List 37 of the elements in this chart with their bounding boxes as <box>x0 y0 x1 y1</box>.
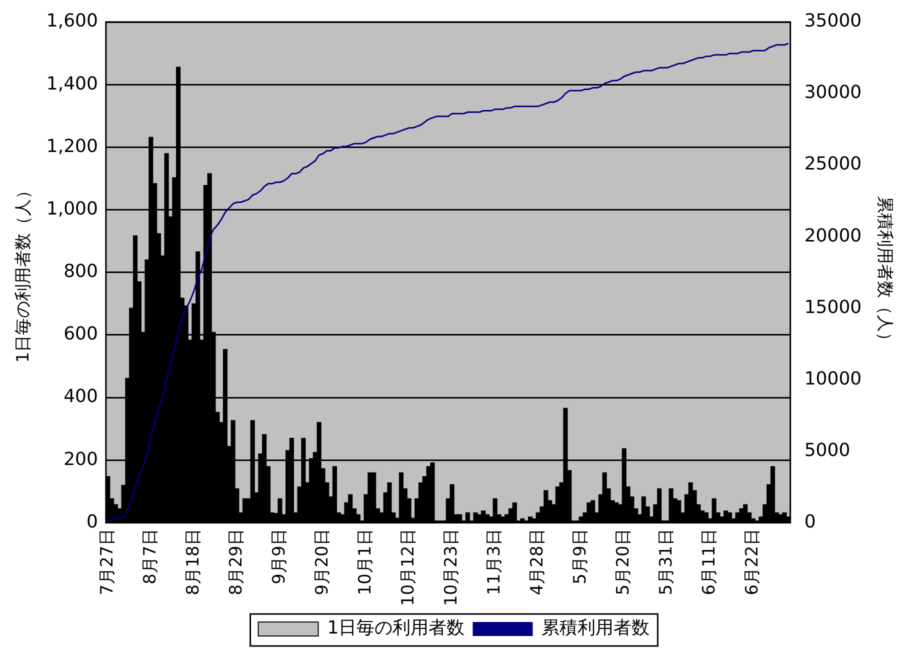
y2-tick-label: 35000 <box>804 10 862 32</box>
x-tick-label: 8月7日 <box>140 528 160 584</box>
y-tick-label: 1,200 <box>46 136 98 157</box>
x-tick-label: 6月11日 <box>700 528 720 596</box>
x-tick-label: 5月20日 <box>614 528 634 596</box>
y2-tick-label: 0 <box>804 511 816 532</box>
y-tick-label: 200 <box>64 448 98 470</box>
x-tick-label: 8月29日 <box>226 528 246 596</box>
y-tick-label: 800 <box>64 261 98 282</box>
y-tick-label: 1,000 <box>46 198 98 220</box>
x-tick-label: 10月1日 <box>355 528 376 596</box>
legend-label: 累積利用者数 <box>542 618 650 639</box>
y2-tick-label: 20000 <box>804 225 862 246</box>
x-tick-label: 9月9日 <box>269 528 290 584</box>
x-tick-label: 10月23日 <box>441 528 462 606</box>
y2-tick-label: 25000 <box>804 154 862 175</box>
y-tick-label: 1,600 <box>46 10 98 32</box>
y-axis-title: 1日毎の利用者数（人） <box>14 182 34 363</box>
y-tick-label: 400 <box>64 386 98 408</box>
y2-tick-label: 10000 <box>804 368 862 390</box>
x-tick-label: 10月12日 <box>398 528 418 606</box>
y-tick-label: 1,400 <box>46 73 98 94</box>
x-tick-label: 11月3日 <box>484 528 504 596</box>
x-tick-label: 8月18日 <box>183 528 204 596</box>
y-tick-label: 0 <box>86 511 98 532</box>
x-tick-label: 6月22日 <box>742 528 763 596</box>
y2-tick-label: 30000 <box>804 82 862 104</box>
y2-tick-label: 15000 <box>804 296 862 318</box>
y-tick-label: 600 <box>64 324 98 345</box>
x-tick-label: 5月31日 <box>656 528 677 596</box>
x-tick-label: 7月27日 <box>97 528 118 596</box>
y2-tick-label: 5000 <box>804 440 850 461</box>
x-tick-label: 9月20日 <box>312 528 332 596</box>
legend-label: 1日毎の利用者数 <box>327 618 465 639</box>
y2-axis-title: 累積利用者数（人） <box>874 196 894 349</box>
x-tick-label: 5月9日 <box>570 528 591 584</box>
x-tick-label: 4月28日 <box>528 528 548 596</box>
